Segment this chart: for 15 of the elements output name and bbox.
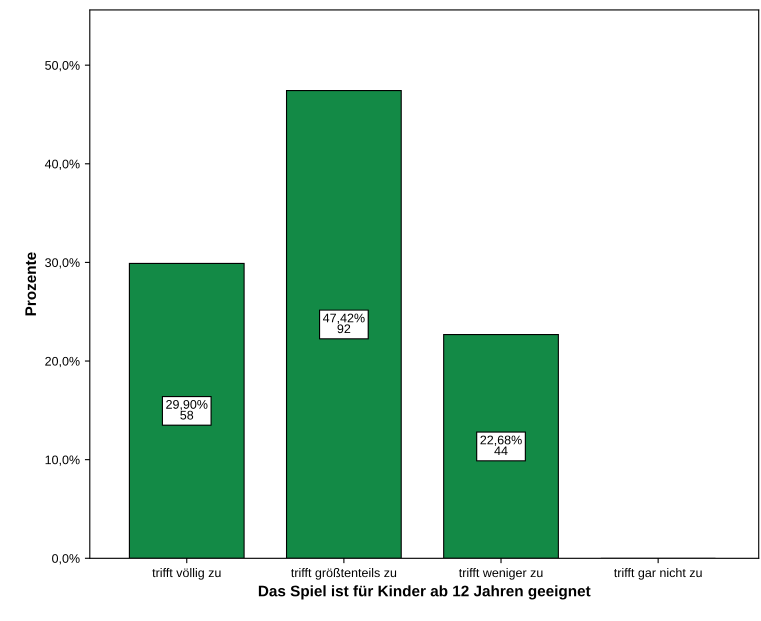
x-tick-label: trifft gar nicht zu	[614, 568, 702, 580]
y-tick-label: 20,0%	[45, 356, 80, 368]
x-tick-label: trifft weniger zu	[458, 568, 542, 580]
y-tick-label: 50,0%	[45, 60, 80, 72]
x-axis-title: Das Spiel ist für Kinder ab 12 Jahren geeignet	[258, 585, 590, 600]
data-label: 47,42% 92	[322, 314, 365, 334]
x-tick-label: trifft völlig zu	[152, 568, 221, 580]
y-axis-title: Prozente	[25, 252, 36, 316]
data-label: 29,90% 58	[166, 400, 208, 420]
y-tick-label: 0,0%	[52, 554, 80, 564]
data-label: 22,68% 44	[480, 436, 522, 456]
y-tick-label: 30,0%	[45, 258, 80, 269]
y-tick-label: 10,0%	[46, 455, 80, 466]
y-tick-label: 40,0%	[44, 160, 80, 170]
x-tick-label: trifft größtenteils zu	[291, 568, 396, 580]
